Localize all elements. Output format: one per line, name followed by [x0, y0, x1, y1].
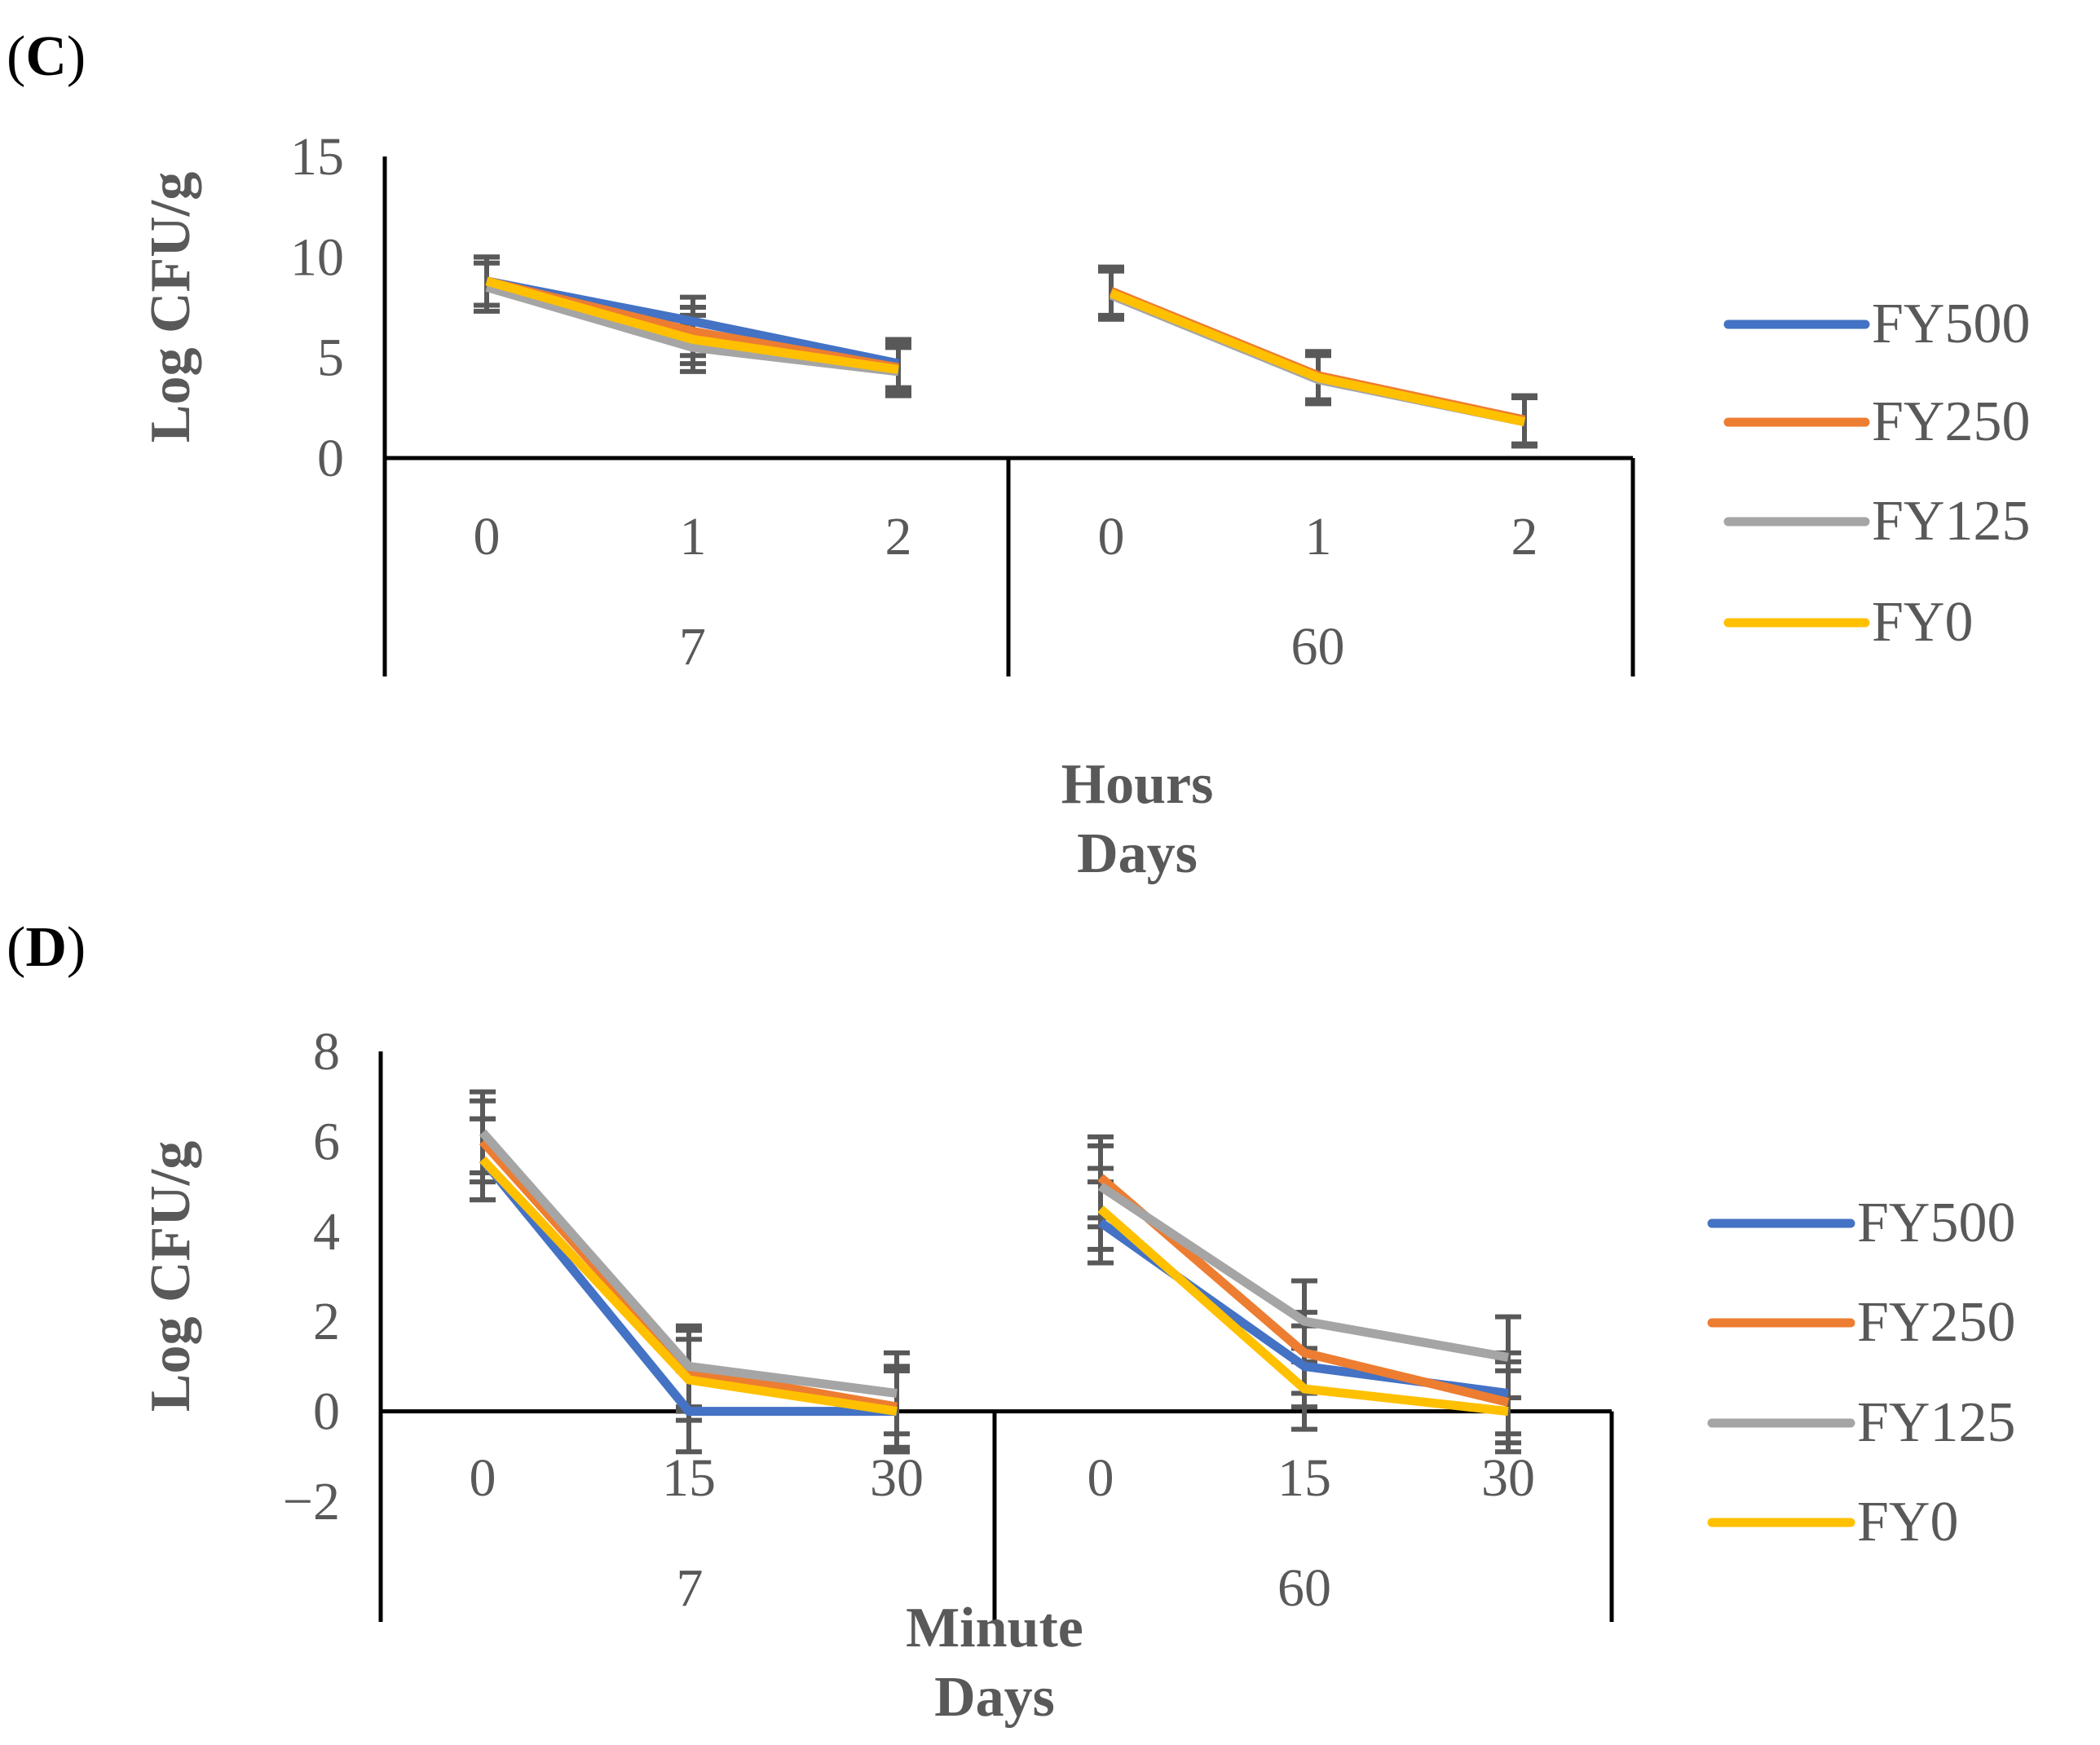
y-tick-label: 6 [313, 1112, 340, 1171]
panel-letter: D [25, 916, 67, 979]
y-axis-title: Log CFU/g [139, 172, 202, 443]
x-group-label: 7 [679, 617, 706, 676]
panel-label: (C) [7, 25, 86, 88]
x-axis-title: Hours [1061, 753, 1214, 816]
series-line-fy500 [479, 1156, 897, 1417]
legend-label: FY250 [1872, 390, 2030, 453]
x-tick-label: 30 [870, 1448, 924, 1508]
x-tick-label: 1 [1305, 507, 1332, 566]
x-axis-title: Days [934, 1666, 1055, 1729]
x-tick-label: 2 [1511, 507, 1538, 566]
x-tick-label: 0 [474, 507, 501, 566]
x-tick-label: 2 [885, 507, 912, 566]
y-tick-label: 4 [313, 1202, 340, 1262]
panel-letter: C [25, 25, 67, 88]
y-tick-label: 8 [313, 1022, 340, 1082]
series-line-fy0 [479, 1156, 898, 1417]
series-line-fy0 [1109, 289, 1526, 426]
x-group-label: 60 [1291, 617, 1345, 676]
x-axis-title: Days [1077, 822, 1198, 885]
y-tick-label: 0 [313, 1382, 340, 1442]
legend-label: FY125 [1857, 1391, 2015, 1454]
x-tick-label: 0 [1098, 507, 1125, 566]
y-tick-label: −2 [283, 1472, 340, 1531]
y-tick-label: 2 [313, 1292, 340, 1351]
x-axis-title: Minute [906, 1597, 1083, 1659]
series-line-fy125 [1097, 1183, 1509, 1362]
x-tick-label: 15 [662, 1448, 716, 1508]
y-axis-title: Log CFU/g [139, 1141, 202, 1412]
legend-label: FY0 [1872, 591, 1973, 654]
x-tick-label: 1 [680, 507, 707, 566]
y-tick-label: 0 [317, 429, 344, 488]
legend-label: FY0 [1857, 1491, 1958, 1553]
x-group-label: 60 [1277, 1558, 1331, 1618]
legend-label: FY250 [1857, 1291, 2015, 1354]
x-tick-label: 0 [470, 1448, 496, 1508]
x-tick-label: 30 [1481, 1448, 1535, 1508]
y-tick-label: 15 [290, 127, 344, 187]
x-tick-label: 15 [1277, 1448, 1331, 1508]
y-tick-label: 5 [317, 328, 344, 388]
error-bar [1495, 1368, 1521, 1455]
panel-label: (D) [7, 916, 86, 979]
chart-panel-d: (D) −2 0 2 4 6 8 0 15 30 7 0 15 30 60 Log CFU/g Minute Da… [7, 916, 2015, 1729]
x-tick-label: 0 [1088, 1448, 1114, 1508]
legend-label: FY500 [1857, 1192, 2015, 1254]
series-line-fy125 [479, 1129, 898, 1398]
y-tick-label: 10 [290, 227, 344, 287]
legend-label: FY125 [1872, 490, 2030, 553]
legend-label: FY500 [1872, 293, 2030, 355]
x-group-label: 7 [677, 1558, 704, 1618]
series-line-fy0 [1097, 1205, 1509, 1417]
series-line-fy0 [485, 276, 899, 374]
